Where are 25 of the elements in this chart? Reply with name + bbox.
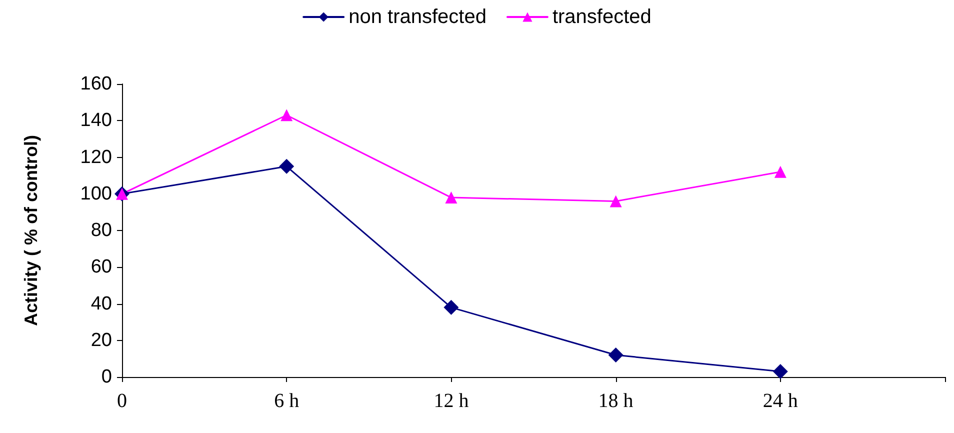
y-tick-label: 40: [90, 293, 112, 314]
y-tick-label: 0: [101, 366, 112, 388]
x-tick-label: 18 h: [598, 390, 634, 412]
x-tick-label: 0: [117, 390, 127, 412]
y-tick-label: 120: [80, 146, 112, 168]
y-tick-label: 60: [90, 256, 112, 278]
point: [610, 195, 622, 208]
x-tick-label: 6 h: [274, 390, 300, 412]
point: [445, 192, 458, 204]
y-tick-label: 160: [80, 74, 112, 94]
y-tick-label: 100: [80, 183, 112, 204]
y-tick-label: 20: [90, 330, 112, 351]
y-tick-label: 140: [80, 110, 112, 132]
legend-label: non transfected: [348, 6, 486, 28]
x-tick-label: 12 h: [434, 390, 469, 412]
point: [608, 348, 624, 363]
point: [280, 109, 293, 122]
point: [772, 364, 788, 380]
legend-label: transfected: [552, 6, 652, 28]
point: [444, 300, 459, 315]
y-axis-title: Activity ( % of control): [21, 134, 41, 326]
point: [774, 166, 786, 178]
y-tick-label: 80: [90, 220, 112, 241]
x-tick-label: 24 h: [762, 390, 798, 412]
point: [279, 158, 294, 174]
